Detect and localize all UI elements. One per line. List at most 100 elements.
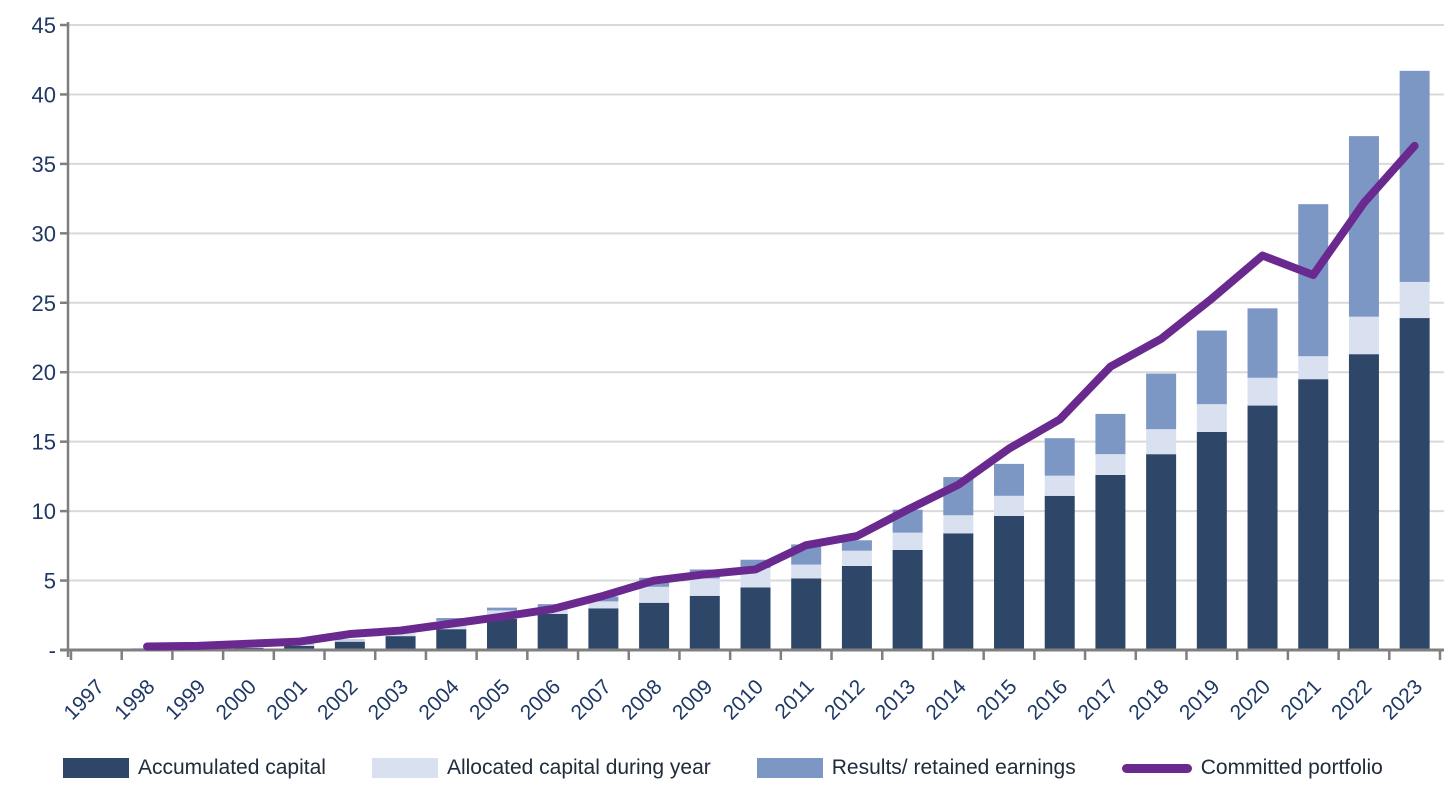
- legend: Accumulated capital Allocated capital du…: [63, 756, 1383, 780]
- x-axis-label-2000: 2000: [212, 675, 261, 724]
- bar-segment-2018-allocated-capital-during-year: [1146, 429, 1177, 455]
- x-axis-label-2017: 2017: [1074, 675, 1123, 724]
- x-axis-label-2023: 2023: [1378, 675, 1427, 724]
- x-axis-label-2022: 2022: [1327, 675, 1376, 724]
- legend-line-swatch-committed-portfolio: [1121, 763, 1192, 773]
- bar-segment-2021-results-retained-earnings: [1298, 204, 1329, 357]
- bar-segment-2007-allocated-capital-during-year: [588, 601, 619, 609]
- x-axis-label-1998: 1998: [110, 675, 159, 724]
- x-axis-label-2020: 2020: [1226, 675, 1275, 724]
- bar-segment-2003-accumulated-capital: [385, 636, 416, 650]
- x-axis-label-2012: 2012: [820, 675, 869, 724]
- x-axis-label-2015: 2015: [972, 675, 1021, 724]
- legend-label-allocated-capital: Allocated capital during year: [446, 756, 711, 779]
- bar-segment-2008-accumulated-capital: [639, 602, 670, 650]
- y-axis-label-5: 5: [44, 569, 56, 594]
- x-axis-label-2009: 2009: [668, 675, 717, 724]
- bar-segment-2023-allocated-capital-during-year: [1399, 281, 1430, 319]
- bar-segment-2023-accumulated-capital: [1399, 318, 1430, 650]
- legend-label-results-retained-earnings: Results/ retained earnings: [831, 756, 1076, 779]
- x-axis-label-2001: 2001: [262, 675, 311, 724]
- legend-swatch-allocated-capital: [371, 758, 438, 778]
- bar-segment-2002-accumulated-capital: [334, 641, 365, 650]
- x-axis-label-2010: 2010: [719, 675, 768, 724]
- x-axis-label-2007: 2007: [567, 675, 616, 724]
- y-axis-label-35: 35: [32, 152, 56, 177]
- bar-segment-2004-results-retained-earnings: [436, 618, 467, 621]
- bar-segment-2022-allocated-capital-during-year: [1348, 316, 1379, 355]
- bar-segment-2019-results-retained-earnings: [1196, 330, 1227, 405]
- x-axis-label-2003: 2003: [364, 675, 413, 724]
- x-axis-label-1997: 1997: [60, 675, 109, 724]
- bar-segment-2002-allocated-capital-during-year: [334, 640, 365, 642]
- x-axis-label-2014: 2014: [922, 675, 972, 725]
- x-axis-label-2013: 2013: [871, 675, 920, 724]
- bar-segment-2005-accumulated-capital: [486, 618, 517, 650]
- bar-segment-2009-allocated-capital-during-year: [689, 578, 720, 596]
- bar-segment-2016-allocated-capital-during-year: [1044, 475, 1075, 496]
- bar-segment-2011-accumulated-capital: [791, 578, 822, 650]
- y-axis-label-45: 45: [32, 13, 56, 38]
- bar-segment-2021-accumulated-capital: [1298, 379, 1329, 650]
- bar-segment-2022-results-retained-earnings: [1348, 136, 1379, 317]
- bar-segment-2013-allocated-capital-during-year: [892, 532, 923, 550]
- bar-segment-2018-accumulated-capital: [1146, 454, 1177, 650]
- bar-segment-2002-results-retained-earnings: [334, 639, 365, 641]
- legend-swatch-accumulated-capital: [63, 758, 129, 778]
- y-axis-label-15: 15: [32, 430, 56, 455]
- bar-segment-2019-accumulated-capital: [1196, 431, 1227, 650]
- legend-item-accumulated-capital: Accumulated capital: [63, 756, 326, 780]
- bar-segment-2017-results-retained-earnings: [1095, 413, 1126, 455]
- bar-segment-2008-allocated-capital-during-year: [639, 586, 670, 603]
- bar-segment-2010-results-retained-earnings: [740, 559, 771, 569]
- x-axis-label-2011: 2011: [771, 675, 819, 723]
- x-axis-label-2021: 2021: [1276, 675, 1325, 724]
- x-axis-label-2004: 2004: [415, 675, 465, 725]
- bar-segment-2020-results-retained-earnings: [1247, 308, 1278, 378]
- bar-segment-2011-allocated-capital-during-year: [791, 564, 822, 579]
- x-axis-label-2019: 2019: [1175, 675, 1224, 724]
- legend-swatch-results-retained-earnings: [756, 758, 823, 778]
- bar-segment-2015-allocated-capital-during-year: [994, 495, 1025, 516]
- legend-item-allocated-capital: Allocated capital during year: [371, 756, 711, 780]
- bar-segment-2007-accumulated-capital: [588, 608, 619, 650]
- bar-segment-2017-accumulated-capital: [1095, 475, 1126, 650]
- y-axis-label-25: 25: [32, 291, 56, 316]
- legend-item-committed-portfolio: Committed portfolio: [1121, 756, 1383, 780]
- y-axis-label-10: 10: [32, 499, 56, 524]
- legend-label-committed-portfolio: Committed portfolio: [1200, 756, 1383, 779]
- bar-segment-2006-accumulated-capital: [537, 613, 568, 650]
- x-axis-label-1999: 1999: [161, 675, 210, 724]
- bar-segment-2013-accumulated-capital: [892, 550, 923, 650]
- bar-segment-2005-results-retained-earnings: [486, 607, 517, 611]
- bar-segment-2020-allocated-capital-during-year: [1247, 377, 1278, 406]
- bar-segment-2010-accumulated-capital: [740, 587, 771, 650]
- bar-segment-2021-allocated-capital-during-year: [1298, 356, 1329, 380]
- bar-segment-2015-accumulated-capital: [994, 515, 1025, 650]
- bar-segment-2018-results-retained-earnings: [1146, 373, 1177, 430]
- bar-segment-2015-results-retained-earnings: [994, 463, 1025, 496]
- x-axis-label-2016: 2016: [1023, 675, 1072, 724]
- y-axis-label-20: 20: [32, 360, 56, 385]
- bar-segment-2014-accumulated-capital: [943, 533, 974, 650]
- bar-segment-2012-accumulated-capital: [841, 565, 872, 650]
- legend-item-results-retained-earnings: Results/ retained earnings: [756, 756, 1076, 780]
- bar-segment-2004-accumulated-capital: [436, 629, 467, 650]
- bar-segment-2012-allocated-capital-during-year: [841, 550, 872, 566]
- x-axis-label-2018: 2018: [1124, 675, 1173, 724]
- bar-segment-2001-accumulated-capital: [284, 645, 315, 650]
- bar-segment-2016-accumulated-capital: [1044, 495, 1075, 650]
- committed-portfolio-line: [143, 141, 1419, 651]
- y-axis-label-40: 40: [32, 82, 56, 107]
- bar-segment-2014-allocated-capital-during-year: [943, 515, 974, 534]
- legend-label-accumulated-capital: Accumulated capital: [138, 756, 326, 779]
- y-axis-label-0: -: [49, 638, 56, 663]
- x-axis-label-2005: 2005: [465, 675, 514, 724]
- bar-segment-2019-allocated-capital-during-year: [1196, 404, 1227, 432]
- bar-segment-2009-accumulated-capital: [689, 595, 720, 650]
- x-axis-label-2008: 2008: [617, 675, 666, 724]
- bar-segment-2023-results-retained-earnings: [1399, 70, 1430, 282]
- bar-segment-2012-results-retained-earnings: [841, 540, 872, 551]
